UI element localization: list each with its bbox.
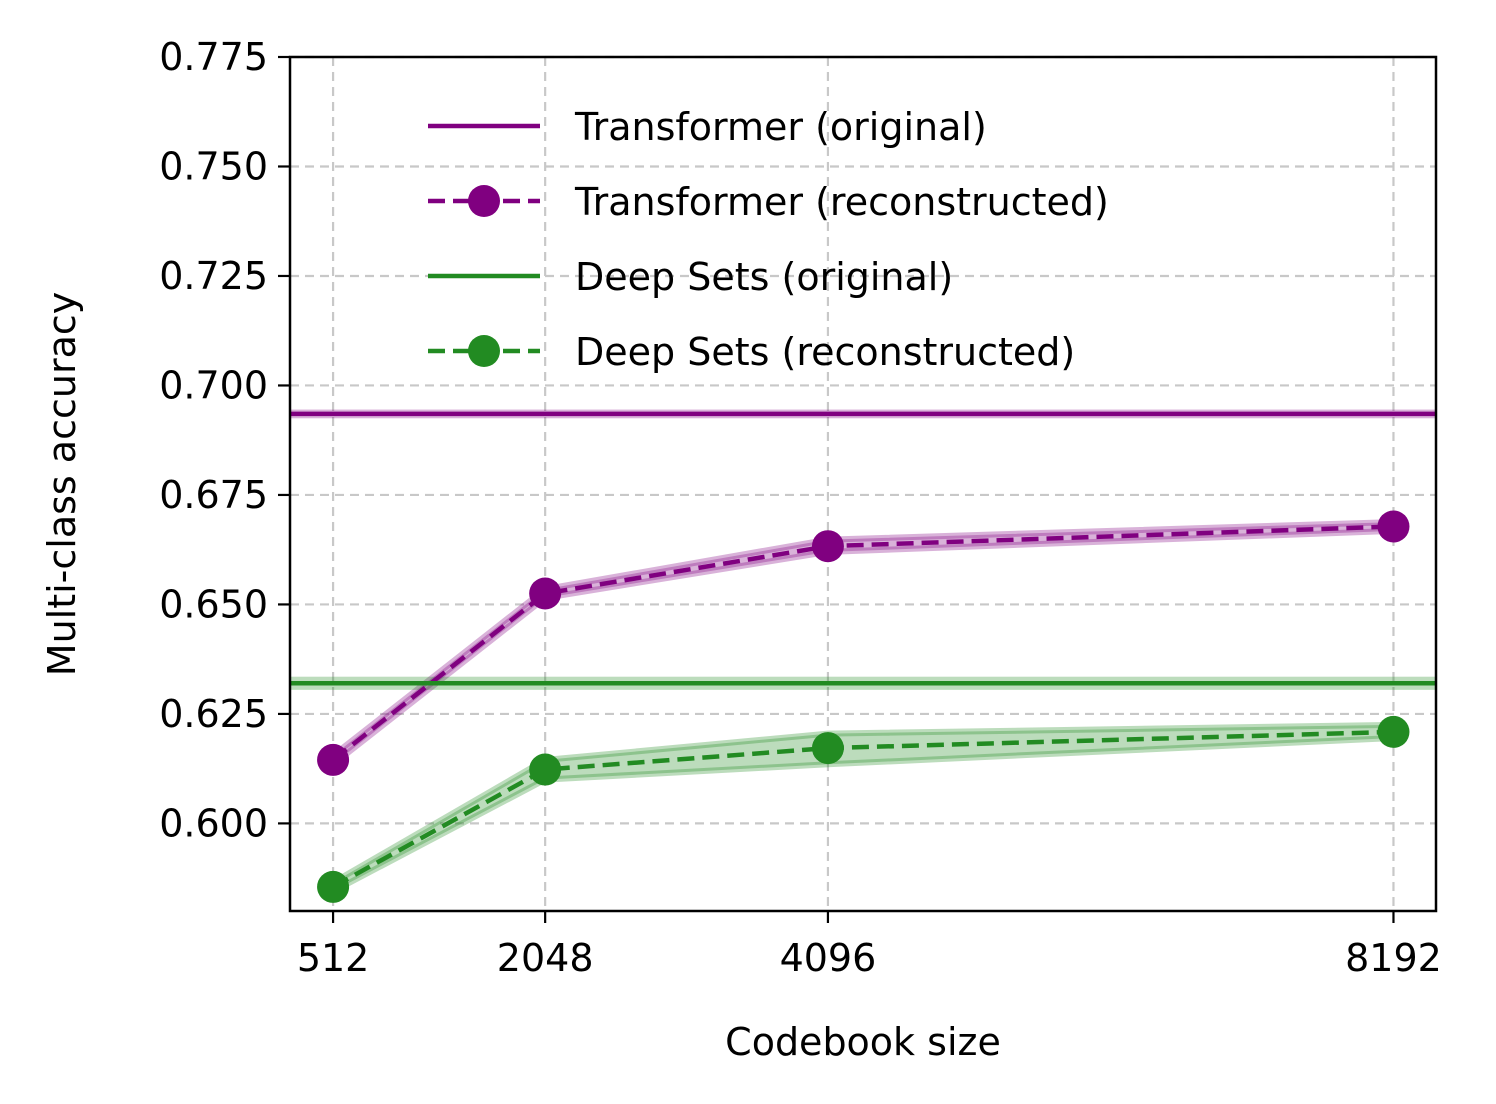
legend-label: Transformer (reconstructed) — [574, 180, 1109, 224]
marker-transformer-reconstructed — [811, 530, 844, 563]
line-deep-sets-reconstructed — [331, 729, 1394, 889]
legend-label: Transformer (original) — [574, 105, 987, 149]
marker-deep-sets-reconstructed — [317, 870, 350, 903]
legend-item-deep-sets-original: Deep Sets (original) — [428, 255, 953, 299]
x-axis-label: Codebook size — [725, 1020, 1001, 1064]
legend-item-transformer-original: Transformer (original) — [428, 105, 987, 149]
plot-frame — [288, 55, 1438, 913]
legend-label: Deep Sets (reconstructed) — [575, 330, 1075, 374]
x-tick-label: 2048 — [497, 936, 594, 980]
legend-item-deep-sets-reconstructed: Deep Sets (reconstructed) — [428, 330, 1075, 374]
x-tick-label: 512 — [297, 936, 370, 980]
y-axis-label: Multi-class accuracy — [40, 292, 84, 676]
marker-deep-sets-reconstructed — [529, 753, 562, 786]
legend: Transformer (original) Transformer (reco… — [428, 105, 1109, 374]
series-markers — [317, 510, 1410, 903]
series-lines — [290, 411, 1436, 889]
legend-marker — [468, 335, 500, 367]
line-transformer-reconstructed — [331, 524, 1394, 762]
legend-label: Deep Sets (original) — [575, 255, 953, 299]
y-tick-label: 0.600 — [159, 801, 268, 845]
axis-ticks: 512 2048 4096 8192 0.600 0.625 0.650 0.675 0.700… — [159, 35, 1442, 980]
y-tick-label: 0.625 — [159, 692, 268, 736]
legend-item-transformer-reconstructed: Transformer (reconstructed) — [428, 180, 1109, 224]
marker-deep-sets-reconstructed — [1377, 715, 1410, 748]
y-tick-label: 0.725 — [159, 254, 268, 298]
y-tick-label: 0.675 — [159, 473, 268, 517]
y-tick-label: 0.650 — [159, 582, 268, 626]
x-tick-label: 4096 — [780, 936, 877, 980]
y-tick-label: 0.775 — [159, 35, 268, 79]
marker-deep-sets-reconstructed — [811, 732, 844, 765]
marker-transformer-reconstructed — [317, 743, 350, 776]
marker-transformer-reconstructed — [1377, 510, 1410, 543]
y-tick-label: 0.700 — [159, 363, 268, 407]
marker-transformer-reconstructed — [529, 577, 562, 610]
legend-marker — [468, 185, 500, 217]
y-tick-label: 0.750 — [159, 144, 268, 188]
x-tick-label: 8192 — [1345, 936, 1442, 980]
